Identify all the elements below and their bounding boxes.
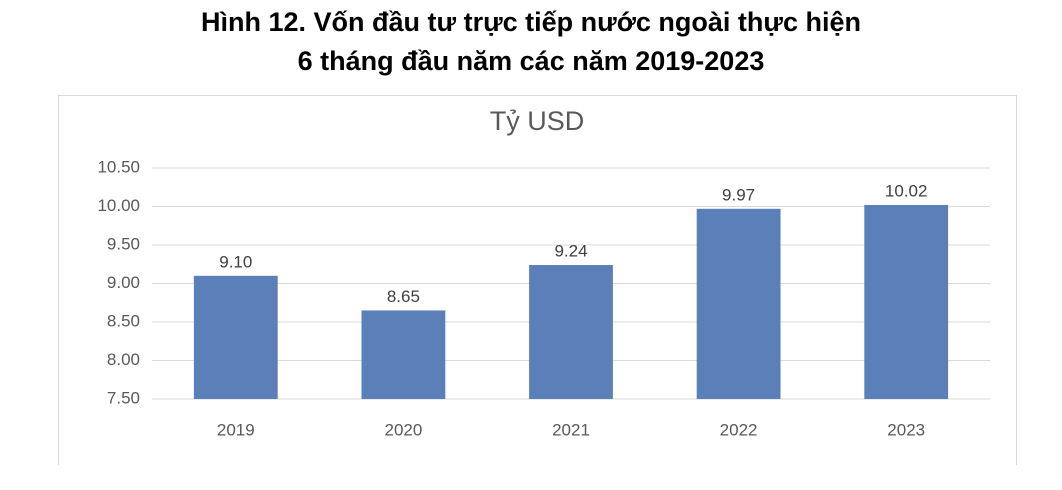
y-tick-label: 10.50 <box>97 157 140 176</box>
bar <box>361 310 446 399</box>
x-tick-label: 2023 <box>887 420 925 439</box>
chart-title: 6 tháng đầu năm các năm 2019-2023 <box>298 46 765 76</box>
value-label: 10.02 <box>885 181 928 200</box>
x-tick-label: 2022 <box>720 420 758 439</box>
x-tick-label: 2021 <box>552 420 590 439</box>
y-tick-label: 8.50 <box>107 311 140 330</box>
chart-subtitle: Tỷ USD <box>490 106 585 136</box>
y-tick-label: 9.00 <box>107 273 140 292</box>
y-tick-label: 9.50 <box>107 234 140 253</box>
chart-frame <box>58 95 1017 465</box>
y-tick-label: 8.00 <box>107 350 140 369</box>
y-tick-label: 10.00 <box>97 196 140 215</box>
value-label: 9.10 <box>219 252 252 271</box>
chart-title: Hình 12. Vốn đầu tư trực tiếp nước ngoài… <box>201 7 861 37</box>
bar <box>696 208 781 399</box>
bar <box>864 204 949 399</box>
y-tick-label: 7.50 <box>107 388 140 407</box>
x-tick-label: 2020 <box>384 420 422 439</box>
bar <box>193 275 278 399</box>
value-label: 9.97 <box>722 185 755 204</box>
x-tick-label: 2019 <box>217 420 255 439</box>
value-label: 8.65 <box>387 287 420 306</box>
value-label: 9.24 <box>554 242 587 261</box>
bar <box>529 265 613 399</box>
